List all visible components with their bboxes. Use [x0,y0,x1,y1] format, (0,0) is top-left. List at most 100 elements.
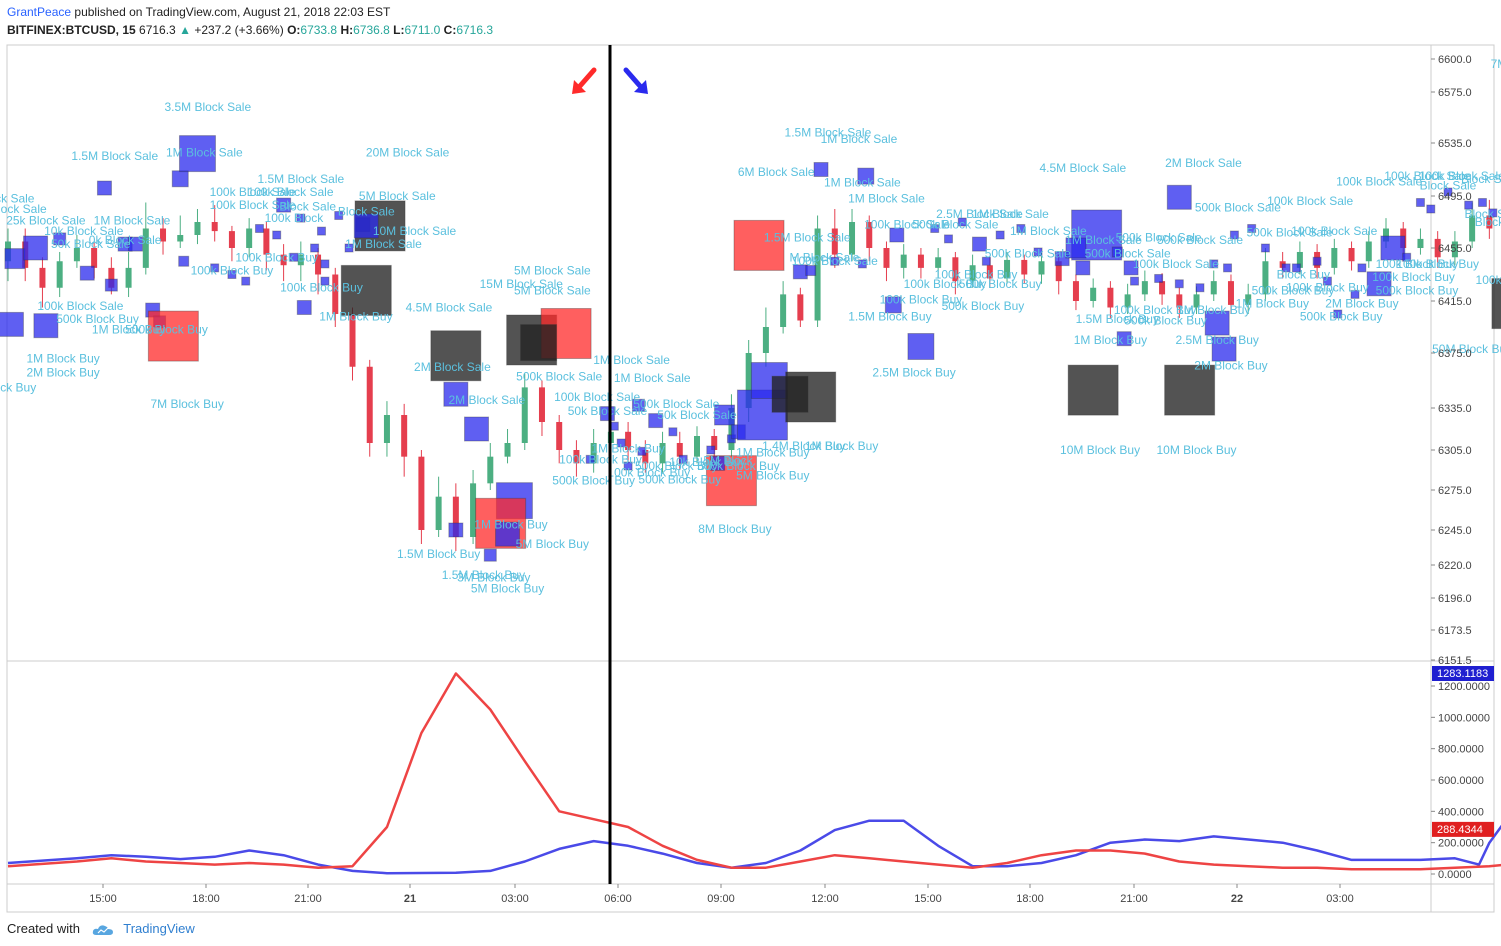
block-box-buy [1281,263,1291,273]
block-box-buy [1111,246,1123,258]
block-label: 1M Block Sale [166,145,243,159]
candle-body [986,265,993,279]
block-box-buy [1174,279,1184,289]
block-label: 100k Block Sale [864,218,950,232]
block-label: 100k Block Buy [280,281,363,295]
candle-body [900,254,907,268]
author-link[interactable]: GrantPeace [7,5,72,19]
candle-body [280,254,287,266]
block-box-buy [1366,271,1392,297]
block-label: 50k Block Sale [51,237,131,251]
block-box-buy [1260,243,1270,253]
block-label: 100k Block Sale [37,299,123,313]
candle-body [504,443,511,457]
block-label: 10k Block Buy [669,455,745,469]
block-label: 500k Block Buy [942,299,1025,313]
low-label: L: [393,23,405,37]
block-box-big [340,264,392,316]
candle-body [1210,281,1217,295]
candle-body [814,228,821,321]
candle-body [762,327,769,353]
block-label: 1.5M Block Sale [71,149,158,163]
block-box-buy [889,227,905,243]
block-box-buy [289,252,299,262]
price-change: +237.2 (+3.66%) [194,23,284,37]
block-box-buy [227,270,237,279]
block-box-buy [320,276,330,286]
block-box-buy [178,135,216,173]
block-box-buy [272,230,282,240]
publisher-line: GrantPeace published on TradingView.com,… [7,5,390,19]
block-label: 1M Block Sale [1065,233,1142,247]
block-label: 100k Block Buy [1286,281,1369,295]
candle-body [56,261,63,288]
block-box-buy [1350,289,1360,299]
candle-body [676,443,683,457]
block-label: 100k Block Sale [1267,194,1353,208]
block-label: 2M Block Buy [1194,359,1267,373]
tradingview-link[interactable]: TradingView [123,921,195,936]
block-box-buy [857,259,867,269]
block-box-buy [1312,256,1322,266]
price-tick-label: 6575.0 [1438,87,1472,99]
osc-tick-label: 600.0000 [1438,775,1484,787]
candle-body [1245,294,1252,305]
block-label: 100k Block Buy [191,264,274,278]
block-box-buy [585,454,595,464]
block-label: Block Sale [1420,178,1477,192]
time-tick-label: 21 [404,893,416,905]
candle-body [1107,287,1114,308]
published-text: published on TradingView.com, August 21,… [74,5,391,19]
block-box-buy [104,278,118,292]
block-box-buy [957,217,967,227]
block-box-buy [316,226,326,236]
block-box-buy [1065,237,1087,259]
block-label: 1M Block Buy [1074,333,1147,347]
block-label: 500k Block Sale [516,370,602,384]
block-label: 2.5M Block Buy [872,365,955,379]
candle-body [1486,215,1493,229]
block-label: 2M Block Sale [449,393,526,407]
block-boxes [0,135,1501,562]
block-label: M Block Sale [789,250,859,264]
block-label: 2M Block Buy [1325,297,1398,311]
block-label: 500k Block Buy [56,312,139,326]
symbol-info: BITFINEX:BTCUSD, 15 6716.3 ▲ +237.2 (+3.… [7,23,493,37]
last-price: 6716.3 [139,23,176,37]
block-label: 1M Block Sale [94,214,171,228]
candle-body [1159,281,1166,295]
candle-body [711,436,718,450]
block-label: 1M Block Sale [821,132,898,146]
block-label: 1.5M Block Sale [257,172,344,186]
block-box-buy [1223,263,1233,273]
candle-body [849,222,856,255]
time-tick-label: 22 [1231,893,1243,905]
block-label: 1M Block Buy [1177,303,1250,317]
block-box-buy [254,224,264,233]
block-box-buy [1464,200,1474,210]
block-label: 500k Block Sale [1195,201,1281,215]
time-tick-label: 03:00 [501,893,529,905]
block-box-buy [334,211,344,220]
block-label: 2.5M Block Buy [1176,333,1259,347]
block-label: 100k Block Buy [1396,257,1479,271]
block-box-buy [623,461,633,471]
block-label: 2M Block Buy [26,365,99,379]
candle-body [246,228,253,248]
block-box-buy [296,300,312,315]
block-label: 50k Block Sale [568,404,648,418]
block-box-buy [995,230,1005,240]
block-box-buy [171,170,189,188]
block-label: 1.5M Block Sale [764,231,851,245]
candle-body [73,248,80,262]
block-box-buy [631,398,645,412]
candle-body [1055,261,1062,282]
high-label: H: [340,23,354,37]
block-box-buy [1402,252,1412,262]
block-box-big [1491,278,1501,330]
block-label: 1.5M Block Buy [442,568,525,582]
block-box-buy [1380,235,1406,261]
price-tick-label: 6245.0 [1438,525,1472,537]
